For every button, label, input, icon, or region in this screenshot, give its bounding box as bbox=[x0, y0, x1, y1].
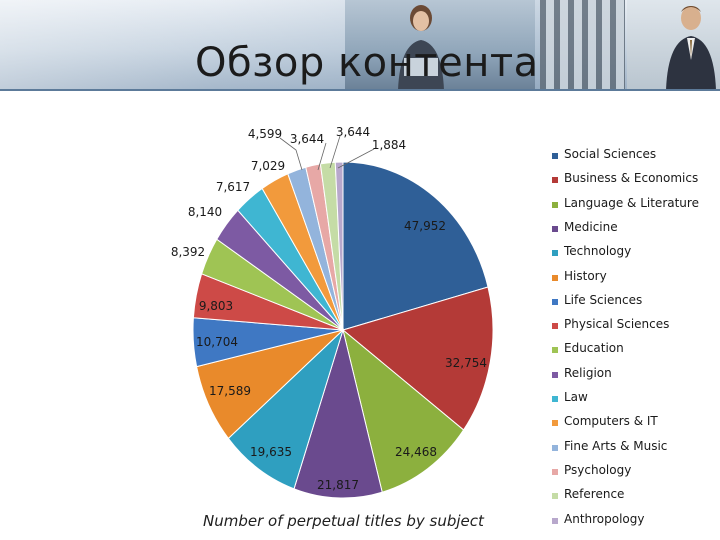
header-rule bbox=[0, 89, 720, 91]
legend-label: Anthropology bbox=[564, 511, 645, 526]
banner-photo-library bbox=[540, 0, 625, 90]
data-label: 9,803 bbox=[199, 299, 233, 313]
legend-swatch bbox=[552, 274, 558, 281]
legend-swatch bbox=[552, 153, 558, 159]
legend-swatch bbox=[552, 298, 558, 305]
slide-title: Обзор контента bbox=[195, 40, 539, 86]
legend-swatch bbox=[552, 250, 558, 257]
legend-swatch bbox=[552, 396, 558, 402]
legend-swatch bbox=[552, 468, 558, 475]
banner-person-man bbox=[666, 6, 716, 90]
legend-label: Medicine bbox=[564, 219, 618, 234]
leader-line bbox=[317, 142, 327, 171]
legend-label: Law bbox=[564, 390, 588, 404]
legend-swatch bbox=[552, 225, 558, 232]
chart-caption: Number of perpetual titles by subject bbox=[203, 512, 484, 530]
data-label: 1,884 bbox=[372, 138, 406, 152]
legend-swatch bbox=[552, 517, 558, 524]
legend-label: Education bbox=[564, 341, 624, 356]
pie-slice-medicine bbox=[293, 328, 383, 499]
pie-slice-business-economics bbox=[341, 286, 494, 431]
data-label: 19,635 bbox=[250, 445, 292, 459]
leader-line bbox=[279, 137, 303, 171]
legend-label: Fine Arts & Music bbox=[564, 438, 668, 453]
data-label: 10,704 bbox=[196, 335, 238, 349]
leader-line bbox=[329, 135, 341, 169]
pie-chart: 47,952 32,754 24,468 21,817 19,635 17,589 10,7… bbox=[171, 125, 494, 499]
data-label: 8,392 bbox=[171, 245, 205, 259]
legend-label: Computers & IT bbox=[564, 414, 658, 429]
legend-label: Social Sciences bbox=[564, 147, 657, 161]
data-label: 24,468 bbox=[395, 445, 437, 459]
legend-swatch bbox=[552, 444, 558, 451]
data-label: 7,029 bbox=[251, 159, 285, 173]
pie-slice-technology bbox=[227, 328, 345, 490]
data-label: 21,817 bbox=[317, 478, 359, 492]
data-label: 3,644 bbox=[290, 132, 324, 146]
legend-swatch bbox=[552, 323, 558, 330]
legend-label: Language & Literature bbox=[564, 195, 699, 210]
legend-swatch bbox=[552, 347, 558, 354]
data-label: 32,754 bbox=[445, 356, 487, 370]
legend-label: Technology bbox=[564, 244, 632, 259]
leader-line bbox=[337, 148, 375, 169]
data-label: 47,952 bbox=[404, 219, 446, 233]
pie-slice-social-sciences bbox=[342, 161, 489, 331]
legend-swatch bbox=[552, 201, 558, 208]
pie-slice-anthropology bbox=[334, 161, 344, 331]
legend-label: Psychology bbox=[564, 462, 632, 477]
legend-swatch bbox=[552, 177, 558, 184]
legend-swatch bbox=[552, 371, 558, 378]
legend-label: Reference bbox=[564, 487, 625, 502]
data-label: 3,644 bbox=[336, 125, 370, 139]
legend-label: Religion bbox=[564, 365, 612, 380]
legend-label: Life Sciences bbox=[564, 292, 643, 307]
legend-swatch bbox=[552, 493, 558, 500]
data-label: 8,140 bbox=[188, 205, 222, 219]
data-label: 17,589 bbox=[209, 384, 251, 398]
banner-person-woman bbox=[398, 5, 444, 90]
data-label: 7,617 bbox=[216, 180, 250, 194]
legend-label: Physical Sciences bbox=[564, 317, 670, 332]
pie-slice-language-literature bbox=[342, 328, 465, 493]
header-banner: Обзор контента bbox=[0, 0, 720, 90]
legend-swatch bbox=[552, 420, 558, 427]
data-label: 4,599 bbox=[248, 127, 282, 141]
legend-label: Business & Economics bbox=[564, 171, 699, 186]
legend-label: History bbox=[564, 268, 607, 283]
